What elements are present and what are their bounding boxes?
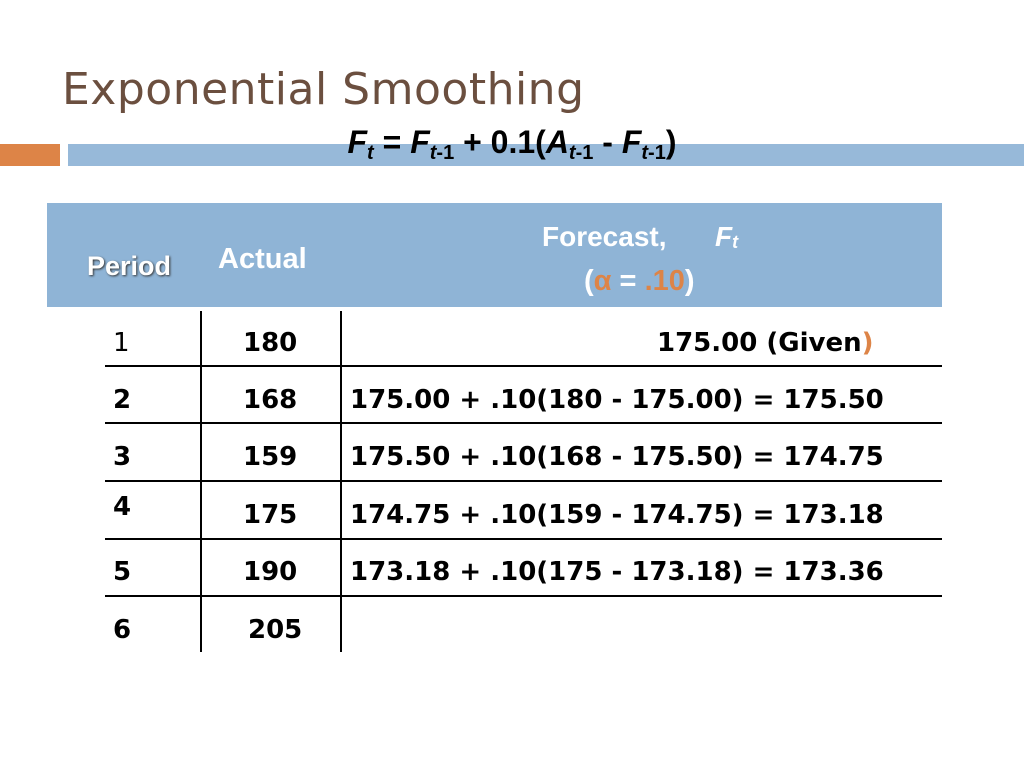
formula-plus: + 0.1( (454, 124, 546, 160)
header-alpha-value: .10 (644, 265, 685, 297)
row-3-forecast: 175.50 + .10(168 - 175.50) = 174.75 (350, 442, 884, 472)
row-1-forecast-text: 175.00 (Given (657, 328, 862, 358)
row-4-actual: 175 (243, 500, 298, 530)
row-1-period: 1 (113, 328, 130, 358)
formula-sub-m1: -1 (436, 142, 455, 164)
blue-accent-bar (68, 144, 1024, 166)
formula-sub-m3: -1 (648, 142, 666, 164)
row-2-actual: 168 (243, 385, 298, 415)
formula-sub-t3: t (641, 142, 649, 164)
header-forecast: Forecast, (542, 221, 667, 252)
header-alpha-eq: = (611, 265, 645, 297)
row-1-forecast-tail: ) (861, 328, 874, 358)
formula-sub-m2: -1 (575, 142, 594, 164)
formula-A: A (545, 124, 569, 160)
row-2-period: 2 (113, 385, 132, 415)
row-5-period: 5 (113, 557, 132, 587)
header-ft-F: F (715, 221, 733, 252)
row-5-actual: 190 (243, 557, 298, 587)
formula-F3: F (621, 124, 642, 160)
row-6-actual: 205 (248, 615, 303, 645)
formula-eq: = (373, 124, 411, 160)
row-divider-2 (105, 422, 942, 424)
header-actual: Actual (218, 243, 307, 275)
header-ft-t: t (732, 232, 739, 252)
formula-F2: F (410, 124, 430, 160)
formula-minus: - (593, 124, 622, 160)
formula-sub-t1: t (429, 142, 437, 164)
formula-sub-t: t (367, 142, 374, 164)
header-alpha-close: ) (684, 265, 695, 297)
row-4-period: 4 (113, 492, 132, 522)
formula-sub-t2: t (568, 142, 576, 164)
header-alpha: (α = .10) (584, 265, 695, 298)
row-5-forecast: 173.18 + .10(175 - 173.18) = 173.36 (350, 557, 884, 587)
row-divider-3 (105, 480, 942, 482)
header-alpha-open: ( (584, 265, 594, 297)
header-ft: Ft (715, 221, 738, 253)
formula: Ft = Ft-1 + 0.1(At-1 - Ft-1) (0, 124, 1024, 163)
row-6-period: 6 (113, 615, 132, 645)
formula-F: F (347, 124, 368, 160)
formula-close: ) (665, 124, 677, 160)
header-alpha-symbol: α (593, 265, 612, 297)
row-divider-4 (105, 538, 942, 540)
row-1-forecast: 175.00 (Given) (657, 328, 874, 358)
slide-title: Exponential Smoothing (62, 64, 585, 115)
table-header: Period Actual Forecast, Ft (α = .10) (47, 203, 942, 307)
orange-accent-bar (0, 144, 60, 166)
row-divider-1 (105, 365, 942, 367)
row-1-actual: 180 (243, 328, 298, 358)
header-period: Period (87, 251, 172, 281)
row-3-period: 3 (113, 442, 132, 472)
row-divider-5 (105, 595, 942, 597)
row-2-forecast: 175.00 + .10(180 - 175.00) = 175.50 (350, 385, 884, 415)
row-4-forecast: 174.75 + .10(159 - 174.75) = 173.18 (350, 500, 884, 530)
row-3-actual: 159 (243, 442, 298, 472)
